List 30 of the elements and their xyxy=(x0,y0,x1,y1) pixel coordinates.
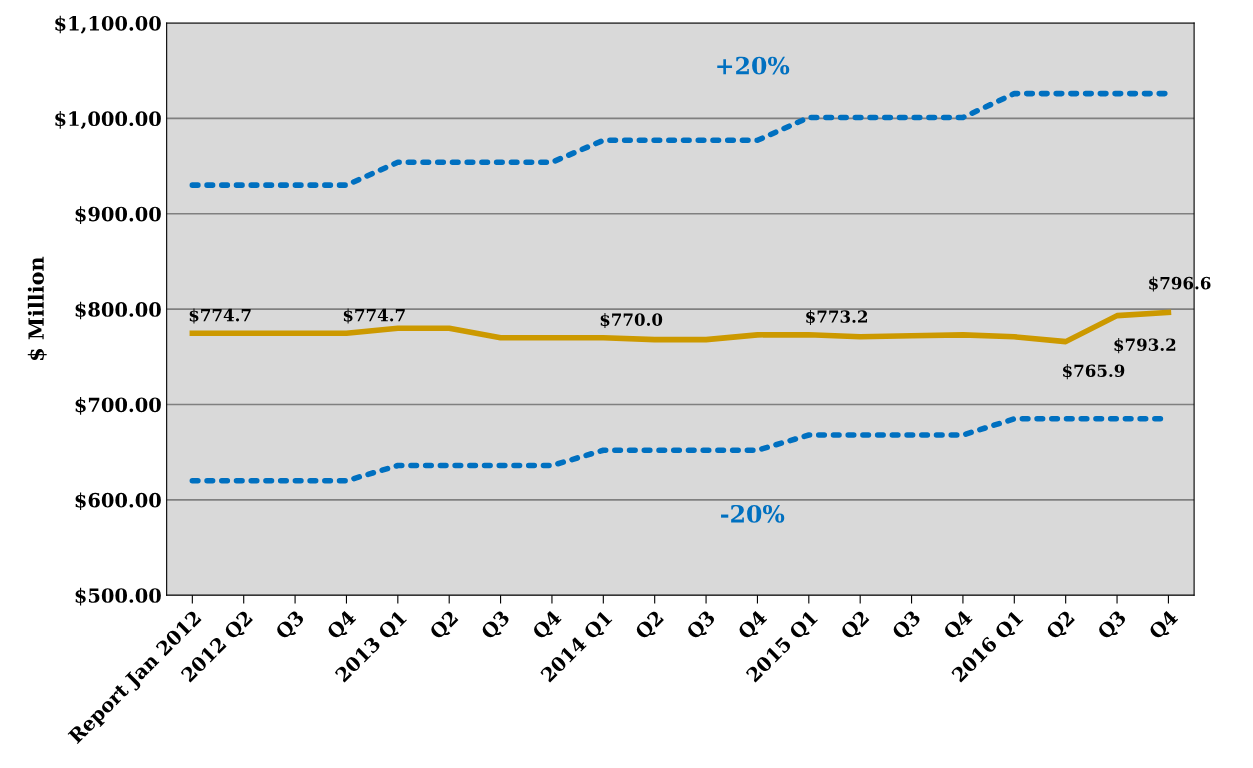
x-tick-label: Q3 xyxy=(890,609,924,643)
data-label: $770.0 xyxy=(600,312,663,329)
x-tick-label: Q4 xyxy=(325,609,359,643)
x-tick-label: Q4 xyxy=(942,609,976,643)
annotation: -20% xyxy=(721,504,785,523)
x-tick-label: Q2 xyxy=(428,609,461,643)
data-label: $773.2 xyxy=(806,309,867,326)
y-tick-label: $1,100.00 xyxy=(55,15,161,34)
y-tick-label: $1,000.00 xyxy=(55,110,161,129)
x-tick-label: Q4 xyxy=(736,609,770,643)
annotation: +20% xyxy=(717,56,790,75)
data-label: $774.7 xyxy=(343,308,405,324)
x-tick-label: Q4 xyxy=(531,609,565,643)
x-tick-label: Q4 xyxy=(1147,609,1181,643)
data-label: $774.7 xyxy=(189,308,251,324)
y-tick-label: $500.00 xyxy=(75,587,161,606)
x-tick-label: Q3 xyxy=(274,609,308,643)
x-tick-label: Q3 xyxy=(685,609,719,643)
x-tick-label: Q2 xyxy=(633,609,667,643)
y-tick-label: $900.00 xyxy=(75,206,161,224)
x-tick-label: Q2 xyxy=(839,609,872,643)
x-tick-label: Q3 xyxy=(1096,609,1130,643)
y-tick-label: $600.00 xyxy=(75,492,161,511)
y-axis-title: $ Million xyxy=(27,256,47,361)
y-tick-label: $700.00 xyxy=(75,397,161,415)
x-tick-label: Q2 xyxy=(1044,609,1078,643)
data-label: $765.9 xyxy=(1063,364,1125,380)
y-tick-label: $800.00 xyxy=(75,301,161,320)
data-label: $793.2 xyxy=(1114,338,1176,354)
x-tick-label: Q3 xyxy=(479,609,513,643)
